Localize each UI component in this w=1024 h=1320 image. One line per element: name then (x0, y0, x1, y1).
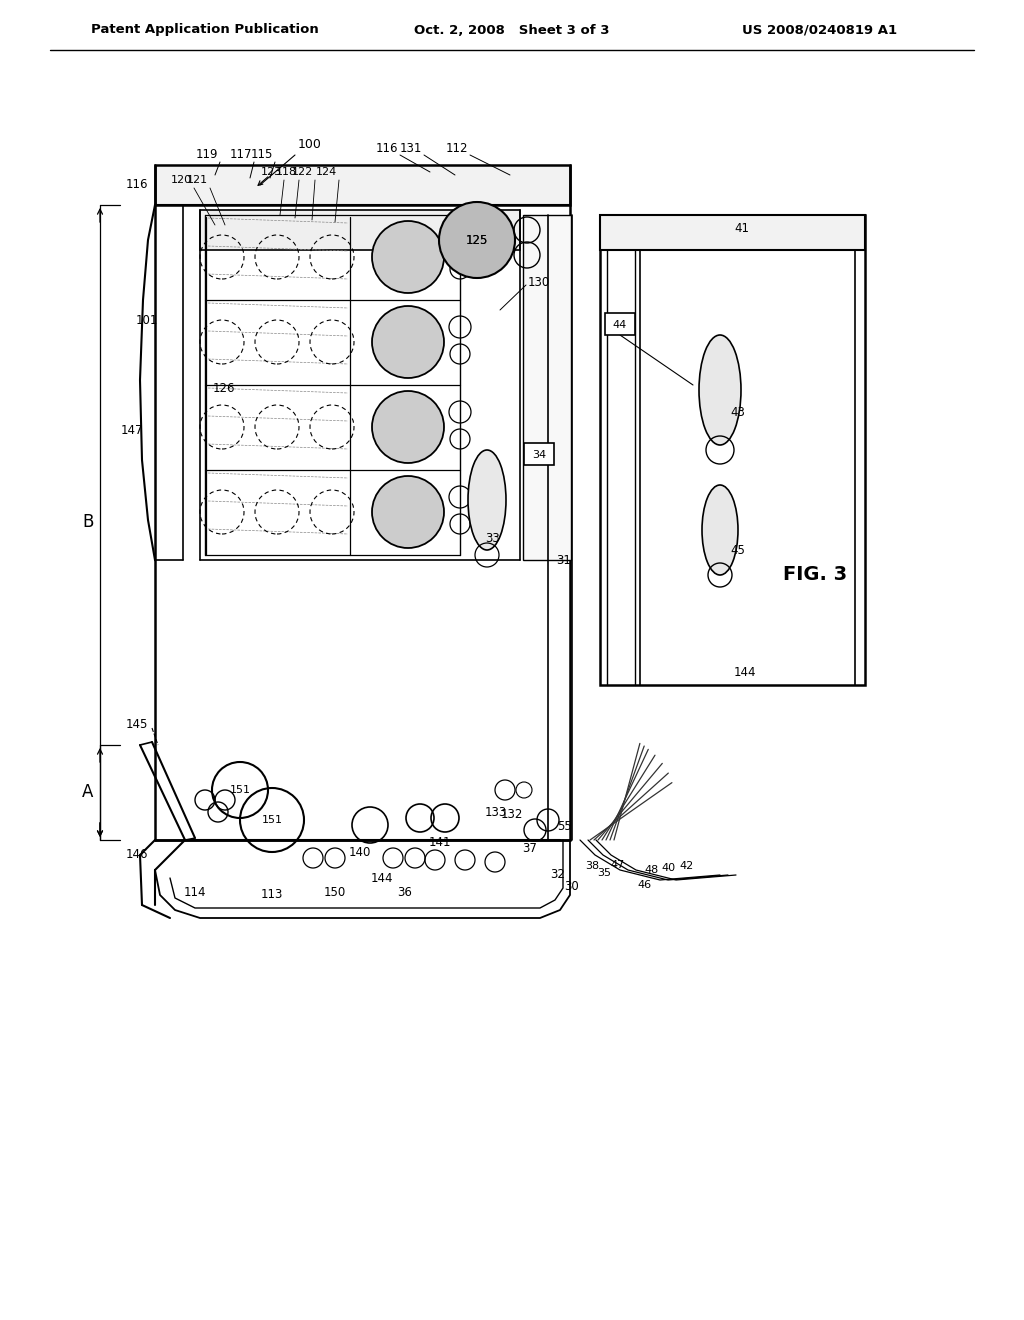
Text: US 2008/0240819 A1: US 2008/0240819 A1 (742, 24, 898, 37)
Text: 118: 118 (275, 168, 297, 177)
Bar (523, 215, 571, 560)
Text: 150: 150 (324, 886, 346, 899)
Circle shape (372, 306, 444, 378)
Text: 122: 122 (292, 168, 313, 177)
Text: 112: 112 (445, 141, 468, 154)
Text: Oct. 2, 2008   Sheet 3 of 3: Oct. 2, 2008 Sheet 3 of 3 (415, 24, 609, 37)
Circle shape (439, 202, 515, 279)
Text: 41: 41 (734, 222, 750, 235)
Text: 113: 113 (261, 888, 284, 902)
Text: 44: 44 (613, 319, 627, 330)
Text: 151: 151 (261, 814, 283, 825)
Bar (524, 444, 554, 465)
Text: 45: 45 (730, 544, 745, 557)
Text: 30: 30 (564, 880, 580, 894)
Text: FIG. 3: FIG. 3 (783, 565, 847, 585)
Text: 117: 117 (229, 149, 252, 161)
Circle shape (372, 477, 444, 548)
Text: 42: 42 (680, 861, 694, 871)
Ellipse shape (702, 484, 738, 576)
Text: 133: 133 (485, 805, 507, 818)
Text: 46: 46 (638, 880, 652, 890)
Text: 36: 36 (397, 886, 413, 899)
Text: B: B (82, 513, 93, 531)
Text: 37: 37 (522, 842, 538, 854)
Text: 123: 123 (261, 168, 282, 177)
Ellipse shape (468, 450, 506, 550)
Text: 140: 140 (349, 846, 371, 859)
Text: 38: 38 (585, 861, 599, 871)
Text: 121: 121 (186, 176, 208, 185)
Text: 33: 33 (485, 532, 501, 544)
Text: 141: 141 (429, 836, 452, 849)
Text: 146: 146 (126, 849, 148, 862)
Text: Patent Application Publication: Patent Application Publication (91, 24, 318, 37)
Text: 144: 144 (734, 665, 757, 678)
Text: 119: 119 (196, 149, 218, 161)
Text: 131: 131 (399, 141, 422, 154)
Bar (600, 215, 865, 685)
Circle shape (372, 220, 444, 293)
Text: 101: 101 (135, 314, 158, 326)
Text: 32: 32 (551, 869, 565, 882)
Text: 48: 48 (645, 865, 659, 875)
Text: 116: 116 (126, 178, 148, 191)
Bar (200, 210, 520, 249)
Text: 115: 115 (251, 149, 273, 161)
Text: 114: 114 (183, 886, 206, 899)
Text: 145: 145 (126, 718, 148, 731)
Text: 116: 116 (376, 141, 398, 154)
Text: 125: 125 (466, 234, 488, 247)
Bar (605, 313, 635, 335)
Text: 35: 35 (597, 869, 611, 878)
Bar (600, 215, 865, 249)
Text: 34: 34 (531, 450, 546, 459)
Text: 120: 120 (171, 176, 193, 185)
Text: 147: 147 (121, 424, 143, 437)
Text: A: A (82, 783, 93, 801)
Text: 125: 125 (466, 234, 488, 247)
Text: 132: 132 (501, 808, 523, 821)
Text: 126: 126 (213, 381, 236, 395)
Text: 47: 47 (611, 861, 625, 870)
Text: 100: 100 (298, 139, 322, 152)
Text: 130: 130 (528, 276, 550, 289)
Text: 151: 151 (229, 785, 251, 795)
Bar (155, 165, 570, 205)
Ellipse shape (699, 335, 741, 445)
Text: 40: 40 (660, 863, 675, 873)
Text: 55: 55 (557, 821, 571, 833)
Text: 31: 31 (557, 553, 571, 566)
Text: 144: 144 (371, 871, 393, 884)
Text: 124: 124 (315, 168, 337, 177)
Circle shape (372, 391, 444, 463)
Text: 43: 43 (730, 407, 745, 420)
